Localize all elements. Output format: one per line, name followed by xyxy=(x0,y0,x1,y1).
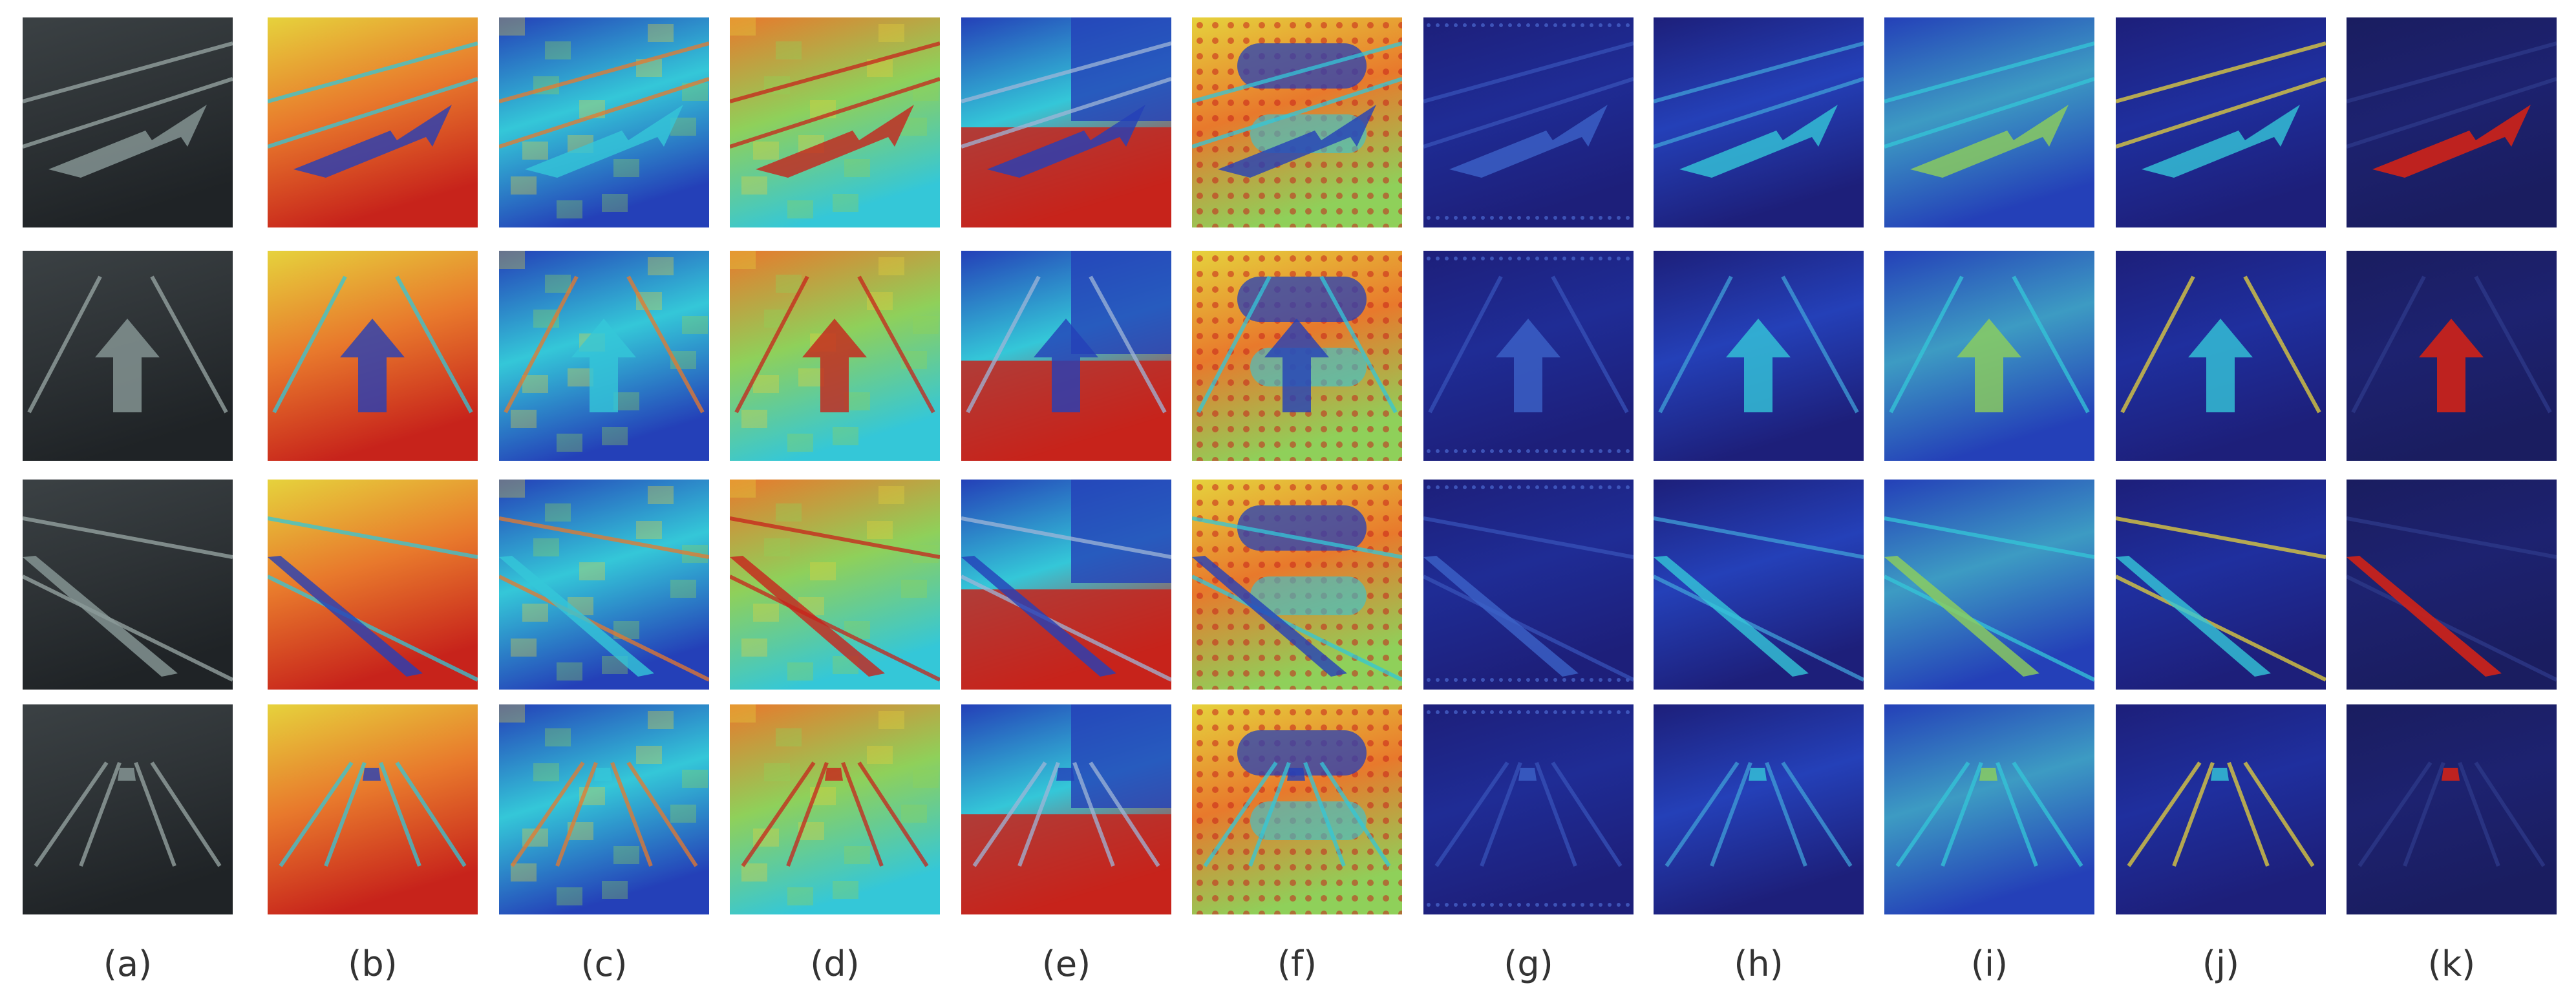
panel-i-row-1 xyxy=(1884,17,2094,227)
panel-b-row-3 xyxy=(268,480,478,690)
column-label-h: (h) xyxy=(1734,944,1783,984)
panel-a-row-1 xyxy=(23,17,233,227)
panel-e-row-3 xyxy=(961,480,1171,690)
panel-k-row-4 xyxy=(2347,704,2557,914)
panel-g-row-4 xyxy=(1423,704,1634,914)
panel-e-row-2 xyxy=(961,251,1171,461)
column-label-f: (f) xyxy=(1277,944,1317,984)
column-label-i: (i) xyxy=(1970,944,2008,984)
panel-j-row-4 xyxy=(2116,704,2326,914)
panel-c-row-1 xyxy=(499,17,709,227)
panel-h-row-3 xyxy=(1654,480,1864,690)
panel-a-row-4 xyxy=(23,704,233,914)
panel-e-row-1 xyxy=(961,17,1171,227)
column-label-e: (e) xyxy=(1041,944,1091,984)
panel-e-row-4 xyxy=(961,704,1171,914)
panel-d-row-3 xyxy=(730,480,940,690)
panel-f-row-1 xyxy=(1192,17,1402,227)
panel-b-row-4 xyxy=(268,704,478,914)
panel-f-row-2 xyxy=(1192,251,1402,461)
panel-i-row-3 xyxy=(1884,480,2094,690)
panel-i-row-4 xyxy=(1884,704,2094,914)
panel-f-row-4 xyxy=(1192,704,1402,914)
column-label-b: (b) xyxy=(348,944,398,984)
panel-j-row-1 xyxy=(2116,17,2326,227)
panel-i-row-2 xyxy=(1884,251,2094,461)
column-label-a: (a) xyxy=(103,944,153,984)
panel-j-row-3 xyxy=(2116,480,2326,690)
panel-g-row-3 xyxy=(1423,480,1634,690)
panel-g-row-1 xyxy=(1423,17,1634,227)
panel-c-row-2 xyxy=(499,251,709,461)
panel-c-row-4 xyxy=(499,704,709,914)
column-label-j: (j) xyxy=(2202,944,2240,984)
panel-k-row-1 xyxy=(2347,17,2557,227)
column-label-g: (g) xyxy=(1504,944,1553,984)
panel-c-row-3 xyxy=(499,480,709,690)
column-label-k: (k) xyxy=(2427,944,2476,984)
panel-j-row-2 xyxy=(2116,251,2326,461)
panel-f-row-3 xyxy=(1192,480,1402,690)
panel-h-row-4 xyxy=(1654,704,1864,914)
panel-a-row-2 xyxy=(23,251,233,461)
panel-h-row-2 xyxy=(1654,251,1864,461)
column-label-c: (c) xyxy=(580,944,628,984)
panel-g-row-2 xyxy=(1423,251,1634,461)
panel-b-row-1 xyxy=(268,17,478,227)
panel-d-row-4 xyxy=(730,704,940,914)
column-label-d: (d) xyxy=(810,944,860,984)
panel-h-row-1 xyxy=(1654,17,1864,227)
panel-d-row-2 xyxy=(730,251,940,461)
panel-d-row-1 xyxy=(730,17,940,227)
panel-k-row-3 xyxy=(2347,480,2557,690)
panel-a-row-3 xyxy=(23,480,233,690)
panel-k-row-2 xyxy=(2347,251,2557,461)
panel-b-row-2 xyxy=(268,251,478,461)
